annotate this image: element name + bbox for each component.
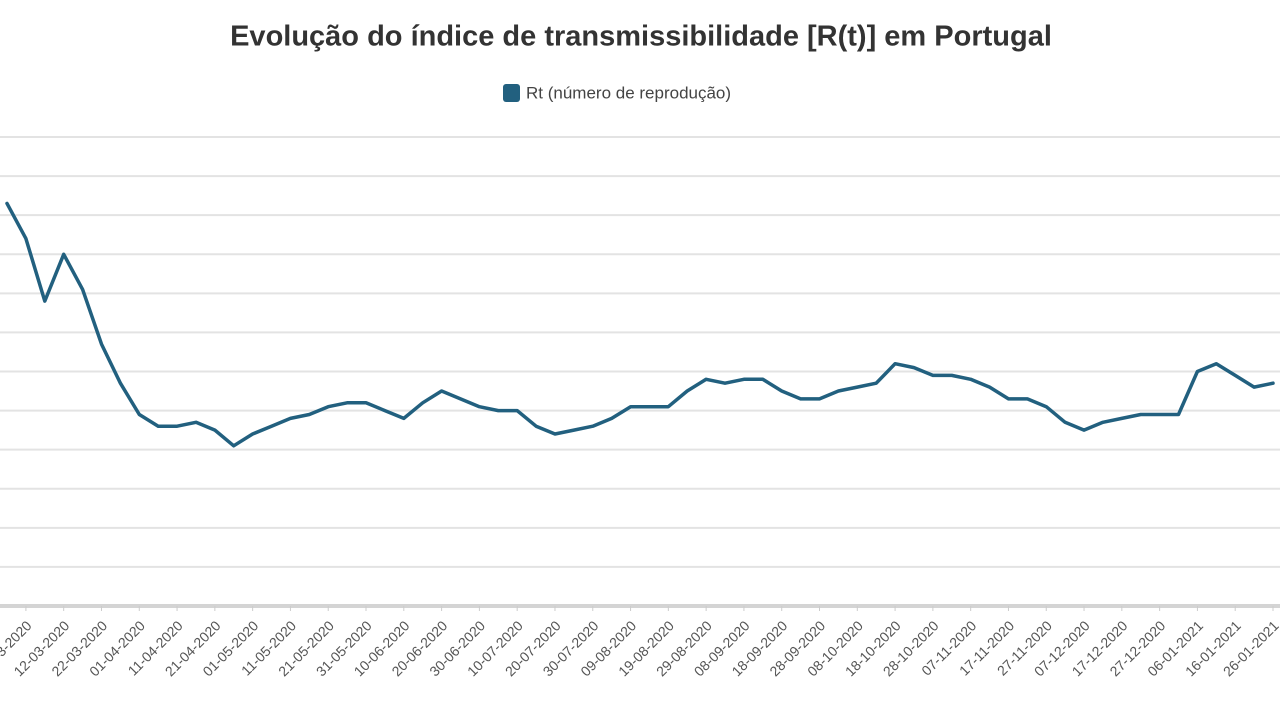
legend: Rt (número de reprodução) — [503, 83, 731, 102]
chart-title: Evolução do índice de transmissibilidade… — [230, 21, 1052, 53]
legend-swatch — [503, 84, 520, 102]
data-line — [5, 201, 1275, 448]
legend-label: Rt (número de reprodução) — [526, 83, 731, 102]
